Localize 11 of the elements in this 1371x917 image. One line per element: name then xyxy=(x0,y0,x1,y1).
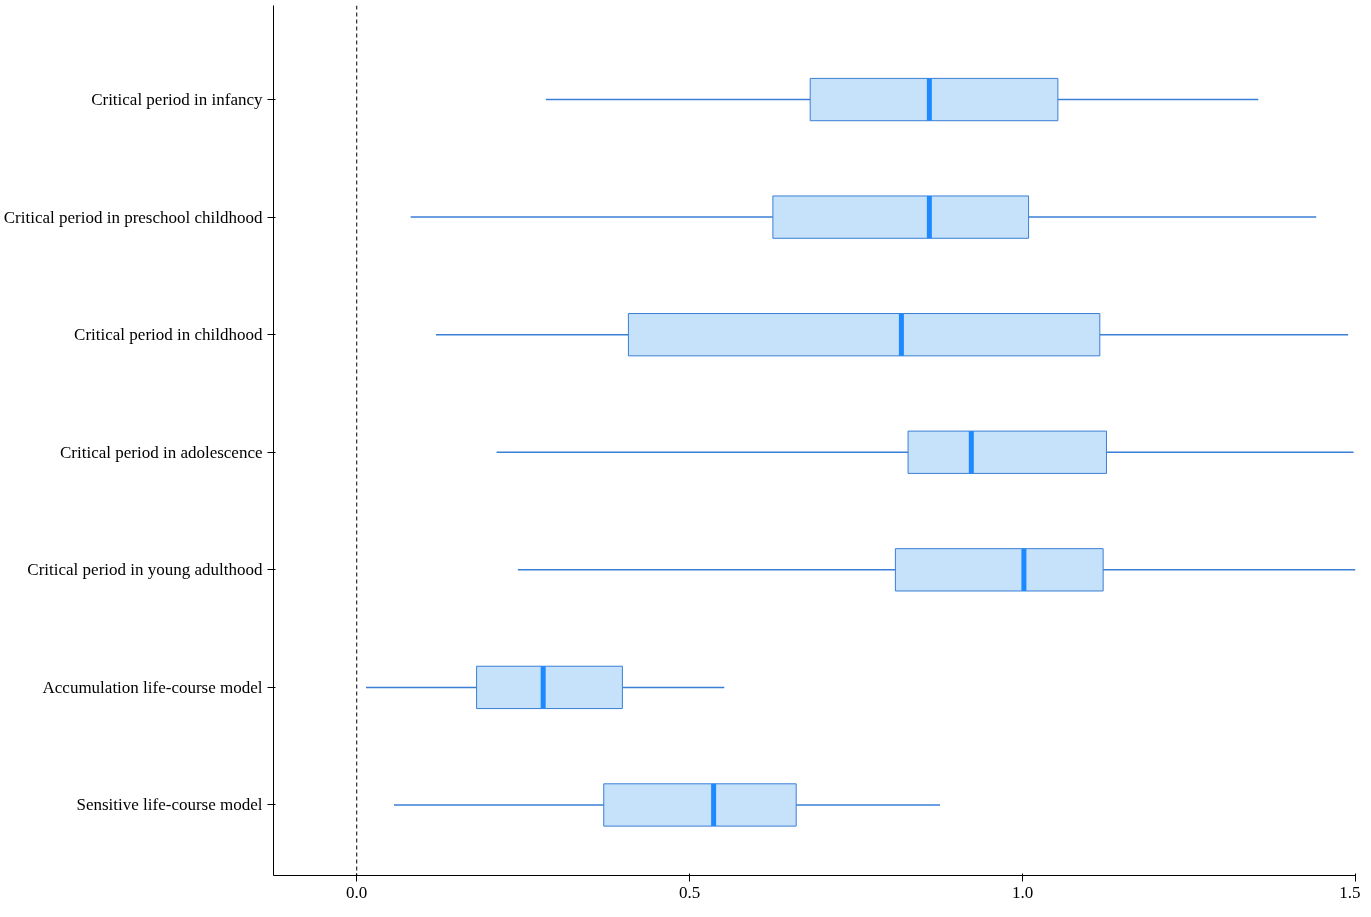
x-tick-label: 1.5 xyxy=(1339,882,1361,902)
y-tick-label: Critical period in infancy xyxy=(91,90,263,110)
x-tick-label: 0.5 xyxy=(679,882,701,902)
y-tick-label: Accumulation life-course model xyxy=(42,677,263,697)
y-tick-label: Critical period in adolescence xyxy=(60,442,263,462)
x-tick-label: 1.0 xyxy=(1011,882,1034,902)
y-tick-label: Critical period in childhood xyxy=(74,325,263,345)
y-tick-label: Critical period in preschool childhood xyxy=(3,207,263,227)
y-tick-label: Critical period in young adulthood xyxy=(27,560,263,580)
y-tick-label: Sensitive life-course model xyxy=(76,795,263,815)
x-tick-label: 0.0 xyxy=(346,882,368,902)
